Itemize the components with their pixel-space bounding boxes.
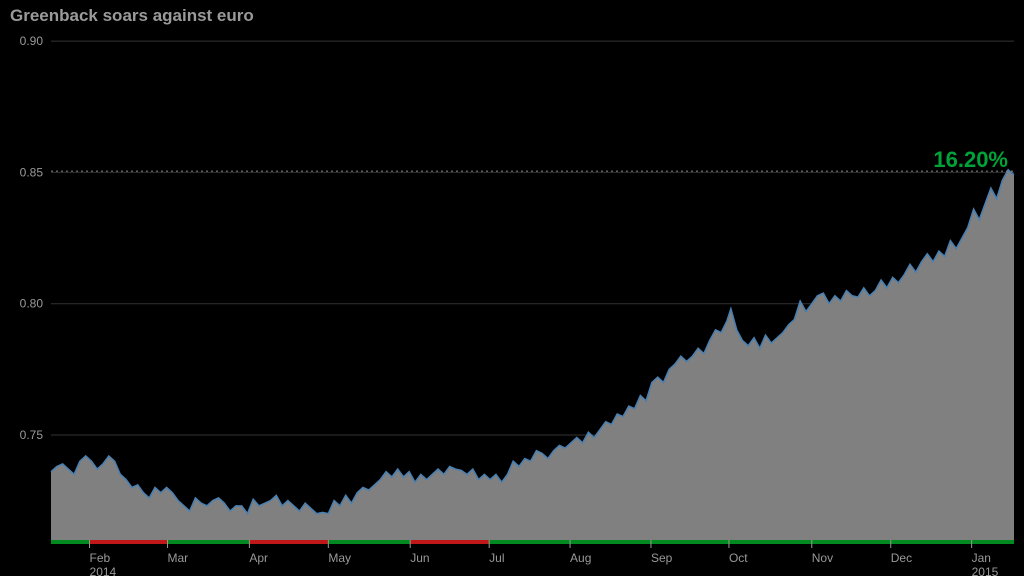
y-tick-label: 0.85 bbox=[20, 165, 44, 179]
month-band bbox=[51, 540, 90, 544]
month-band bbox=[489, 540, 570, 544]
month-band bbox=[90, 540, 168, 544]
month-band bbox=[570, 540, 651, 544]
x-year-label: 2014 bbox=[90, 565, 117, 576]
month-band bbox=[410, 540, 489, 544]
x-tick-label: Dec bbox=[891, 551, 912, 565]
chart-container: Greenback soars against euro 0.750.800.8… bbox=[0, 0, 1024, 576]
y-tick-label: 0.75 bbox=[20, 428, 44, 442]
x-tick-label: Feb bbox=[90, 551, 111, 565]
y-tick-label: 0.80 bbox=[20, 297, 44, 311]
month-band bbox=[249, 540, 328, 544]
month-band bbox=[651, 540, 729, 544]
x-tick-labels: Feb2014 Mar Apr May Jun Jul Aug Sep Oct Nov Dec Jan… bbox=[90, 551, 999, 576]
area-fill bbox=[51, 170, 1014, 540]
x-tick-label: Jan bbox=[972, 551, 991, 565]
month-band bbox=[891, 540, 972, 544]
x-tick-label: Sep bbox=[651, 551, 673, 565]
callout-percent-label: 16.20% bbox=[888, 147, 1008, 173]
x-tick-label: Jun bbox=[410, 551, 429, 565]
x-tick-label: Jul bbox=[489, 551, 504, 565]
plot-area: 0.75 0.80 0.85 0.90 Feb2014 Mar Apr May Jun Jul A… bbox=[0, 0, 1024, 576]
x-tick-label: Mar bbox=[168, 551, 189, 565]
x-tick-label: Nov bbox=[812, 551, 833, 565]
x-tick-label: Aug bbox=[570, 551, 591, 565]
x-tick-label: Apr bbox=[249, 551, 268, 565]
x-tick-label: May bbox=[328, 551, 351, 565]
month-band bbox=[972, 540, 1014, 544]
month-color-bands bbox=[51, 540, 1014, 544]
x-year-label: 2015 bbox=[972, 565, 999, 576]
month-band bbox=[812, 540, 891, 544]
month-band bbox=[328, 540, 410, 544]
y-tick-labels: 0.75 0.80 0.85 0.90 bbox=[20, 34, 44, 442]
month-band bbox=[729, 540, 812, 544]
month-band bbox=[168, 540, 250, 544]
x-tick-label: Oct bbox=[729, 551, 748, 565]
y-tick-label: 0.90 bbox=[20, 34, 44, 48]
